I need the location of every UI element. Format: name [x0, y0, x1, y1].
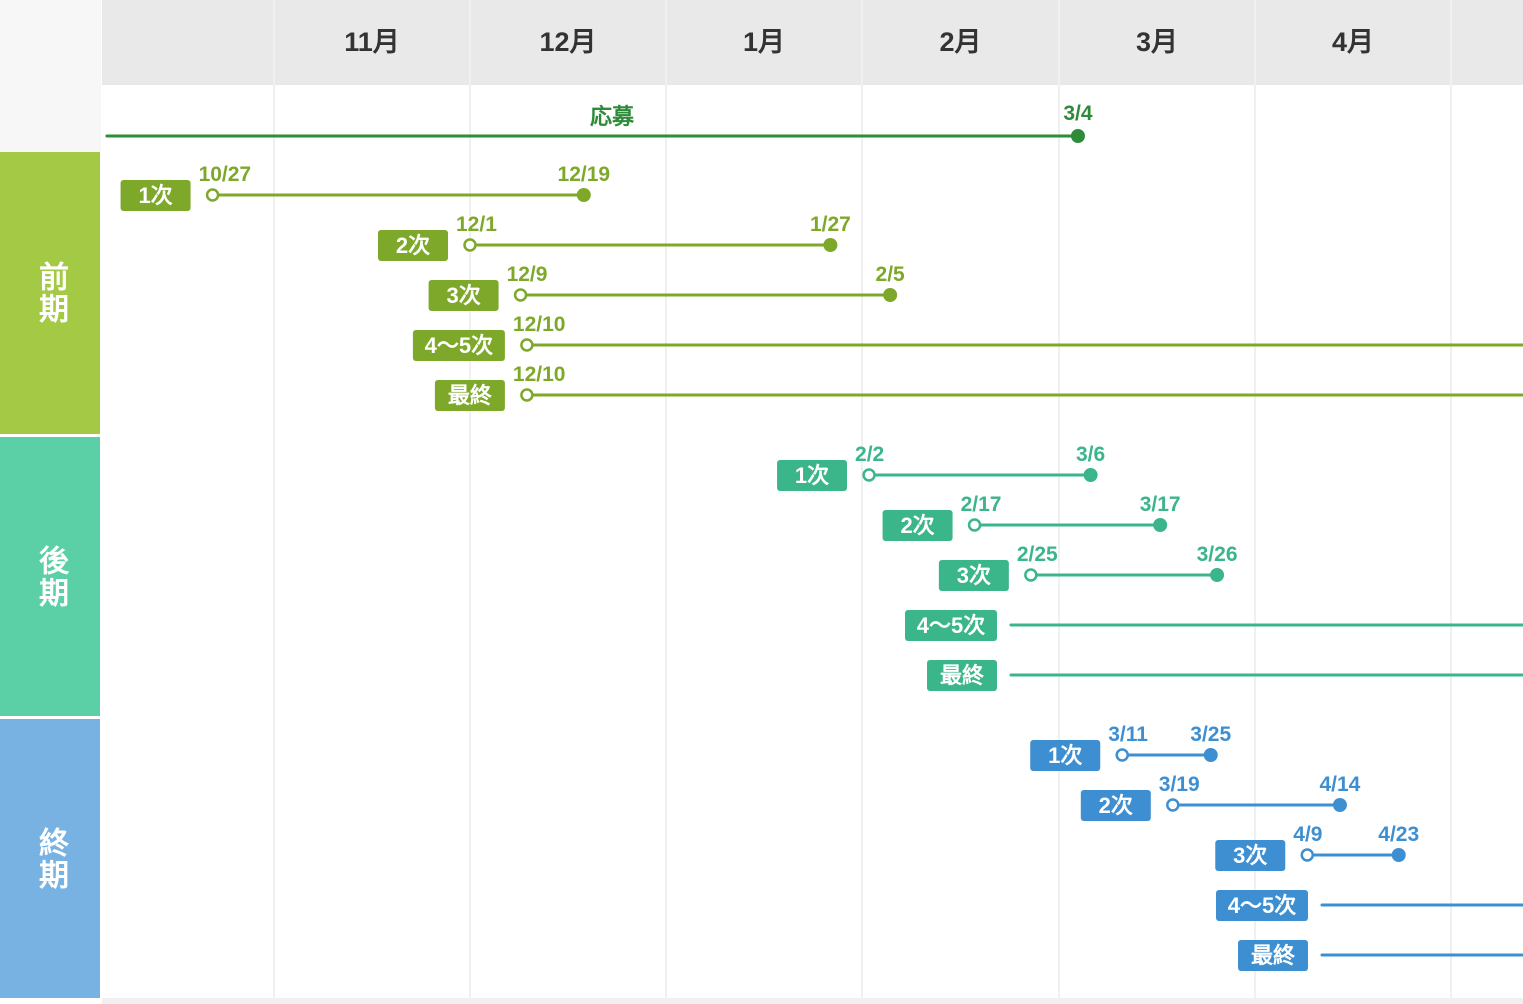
- round-tag: [882, 510, 953, 541]
- round-start-point: [513, 288, 528, 302]
- month-gridline: [273, 0, 275, 1004]
- month-gridline: [1254, 0, 1256, 1004]
- round-end-date: 3/17: [1140, 493, 1181, 516]
- round-tag-label: 1次: [1048, 743, 1082, 768]
- round-tag-label: 最終: [448, 383, 493, 408]
- round-start-point: [1024, 568, 1038, 582]
- round-end-point: [576, 188, 591, 202]
- round-start-date: 12/10: [513, 363, 566, 386]
- round-start-date: 2/2: [855, 443, 884, 466]
- round-tag: [120, 180, 191, 211]
- round-end-date: 1/27: [810, 213, 851, 236]
- round-tag: [428, 280, 499, 311]
- round-tag: [1030, 740, 1101, 771]
- round-start-point: [1166, 798, 1180, 812]
- round-end-point: [1083, 468, 1098, 482]
- round-tag: [412, 330, 505, 361]
- round-end-point: [883, 288, 898, 302]
- round-start-date: 2/17: [961, 493, 1002, 516]
- phase-label-mid: 後期: [0, 437, 100, 716]
- month-label: 11月: [344, 27, 400, 57]
- round-tag-label: 4〜5次: [1228, 893, 1296, 918]
- round-start-point: [1115, 748, 1129, 762]
- round-start-date: 2/25: [1017, 543, 1058, 566]
- month-label: 1月: [742, 27, 786, 57]
- round-tag-label: 最終: [1251, 943, 1296, 968]
- round-start-date: 12/10: [513, 313, 566, 336]
- round-tag-label: 2次: [396, 233, 430, 258]
- round-tag-label: 最終: [940, 663, 985, 688]
- corner-cell: [0, 0, 101, 152]
- month-header: [102, 0, 1523, 85]
- round-start-point: [1300, 848, 1315, 862]
- phase-label-final-text: 終期: [34, 826, 67, 891]
- round-tag-label: 2次: [1099, 793, 1133, 818]
- round-start-date: 3/11: [1108, 723, 1148, 746]
- round-start-date: 10/27: [199, 163, 252, 186]
- application-label: 応募: [590, 104, 635, 129]
- round-end-point: [1391, 848, 1406, 862]
- round-tag: [1080, 790, 1151, 821]
- round-tag-label: 3次: [957, 563, 991, 588]
- round-start-point: [967, 518, 982, 532]
- phase-label-mid-text: 後期: [34, 544, 67, 609]
- round-tag-label: 3次: [446, 283, 480, 308]
- round-start-date: 12/1: [456, 213, 497, 236]
- round-end-point: [1203, 748, 1218, 762]
- round-tag-label: 4〜5次: [917, 613, 985, 638]
- month-gridline: [861, 0, 863, 1004]
- phase-label-early: 前期: [0, 152, 100, 434]
- round-start-point: [520, 388, 534, 402]
- round-end-date: 2/5: [876, 263, 906, 286]
- round-tag: [1215, 840, 1286, 871]
- round-tag: [434, 380, 505, 411]
- round-start-date: 4/9: [1293, 823, 1322, 846]
- month-gridline: [665, 0, 667, 1004]
- month-gridline: [469, 0, 471, 1004]
- round-end-point: [1210, 568, 1225, 582]
- round-end-point: [1332, 798, 1347, 812]
- round-tag-label: 3次: [1233, 843, 1267, 868]
- round-end-date: 12/19: [558, 163, 611, 186]
- round-start-point: [463, 238, 477, 252]
- round-end-date: 3/6: [1076, 443, 1105, 466]
- round-end-point: [1153, 518, 1168, 532]
- application-end-date: 3/4: [1063, 102, 1093, 125]
- month-label: 12月: [539, 27, 597, 57]
- round-tag: [378, 230, 448, 261]
- round-tag: [927, 660, 997, 691]
- month-label: 4月: [1331, 27, 1375, 57]
- round-tag: [777, 460, 848, 491]
- round-end-point: [823, 238, 838, 252]
- round-tag-label: 1次: [795, 463, 829, 488]
- round-start-point: [205, 188, 220, 202]
- round-start-point: [862, 468, 876, 482]
- month-label: 2月: [939, 27, 982, 57]
- round-end-date: 3/26: [1197, 543, 1238, 566]
- phase-label-final: 終期: [0, 719, 100, 998]
- round-start-point: [520, 338, 534, 352]
- round-tag-label: 1次: [138, 183, 172, 208]
- round-end-date: 4/14: [1319, 773, 1360, 796]
- application-end-point: [1070, 129, 1085, 143]
- month-gridline: [1058, 0, 1060, 1004]
- round-tag: [905, 610, 997, 641]
- round-end-date: 3/25: [1190, 723, 1231, 746]
- month-label: 3月: [1135, 27, 1179, 57]
- round-end-date: 4/23: [1378, 823, 1419, 846]
- phase-label-early-text: 前期: [34, 261, 67, 325]
- round-start-date: 12/9: [507, 263, 548, 286]
- round-tag-label: 4〜5次: [425, 333, 493, 358]
- round-tag: [1238, 940, 1308, 971]
- round-tag-label: 2次: [900, 513, 934, 538]
- round-start-date: 3/19: [1159, 773, 1200, 796]
- round-tag: [938, 560, 1009, 591]
- bottom-band: [102, 998, 1523, 1004]
- month-gridline: [1450, 0, 1452, 1004]
- round-tag: [1216, 890, 1308, 921]
